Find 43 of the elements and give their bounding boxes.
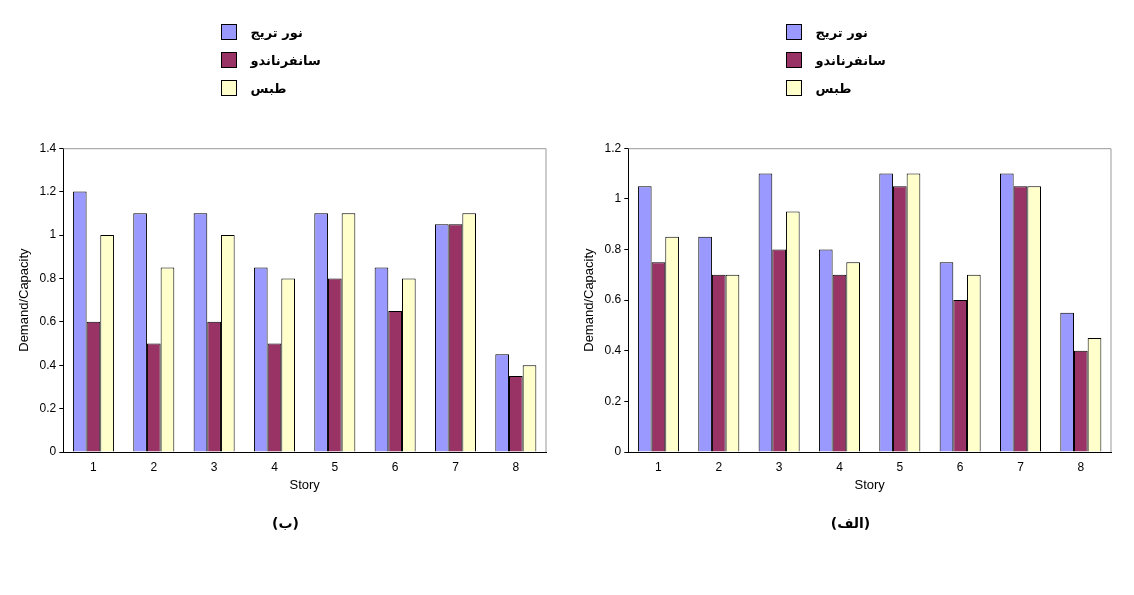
y-tick-label: 1	[49, 227, 57, 242]
x-tick-label: 8	[512, 459, 520, 474]
x-tick-label: 5	[896, 459, 904, 474]
y-tick-label: 0	[49, 444, 57, 459]
y-tick-label: 1.2	[604, 140, 622, 155]
y-tick-label: 0.4	[604, 343, 622, 358]
x-tick-label: 2	[715, 459, 723, 474]
legend-label: سانفرناندو	[815, 52, 886, 68]
legend-label: سانفرناندو	[250, 52, 321, 68]
x-tick-label: 6	[956, 459, 964, 474]
y-tick-label: 0	[614, 444, 622, 459]
y-tick-label: 0.6	[39, 314, 57, 329]
legend-label: نور تريج	[815, 24, 868, 40]
y-axis-title: Demand/Capacity	[581, 247, 597, 352]
x-axis-title: Story	[289, 476, 321, 492]
legend-label: طبس	[250, 80, 287, 96]
y-tick-label: 1.4	[39, 140, 57, 155]
y-tick-label: 0.2	[39, 400, 57, 415]
x-tick-label: 1	[90, 459, 98, 474]
y-tick-label: 0.6	[604, 292, 622, 307]
x-tick-label: 8	[1077, 459, 1085, 474]
x-tick-label: 3	[210, 459, 218, 474]
x-tick-label: 7	[1017, 459, 1025, 474]
y-tick-label: 0.4	[39, 357, 57, 372]
y-tick-label: 1.2	[39, 183, 57, 198]
x-tick-label: 7	[452, 459, 460, 474]
text: (الف)	[830, 515, 871, 531]
y-tick-label: 0.8	[604, 241, 622, 256]
y-tick-label: 0.2	[604, 393, 622, 408]
y-axis-title: Demand/Capacity	[16, 247, 32, 352]
legend-label: نور تريج	[250, 24, 303, 40]
x-tick-label: 1	[655, 459, 663, 474]
legend-label: طبس	[815, 80, 852, 96]
text: (ب)	[272, 515, 299, 531]
x-tick-label: 6	[391, 459, 399, 474]
x-tick-label: 4	[836, 459, 844, 474]
x-tick-label: 2	[150, 459, 158, 474]
x-axis-title: Story	[854, 476, 886, 492]
x-tick-label: 5	[331, 459, 339, 474]
x-tick-label: 4	[271, 459, 279, 474]
x-tick-label: 3	[775, 459, 783, 474]
y-tick-label: 1	[614, 191, 622, 206]
y-tick-label: 0.8	[39, 270, 57, 285]
